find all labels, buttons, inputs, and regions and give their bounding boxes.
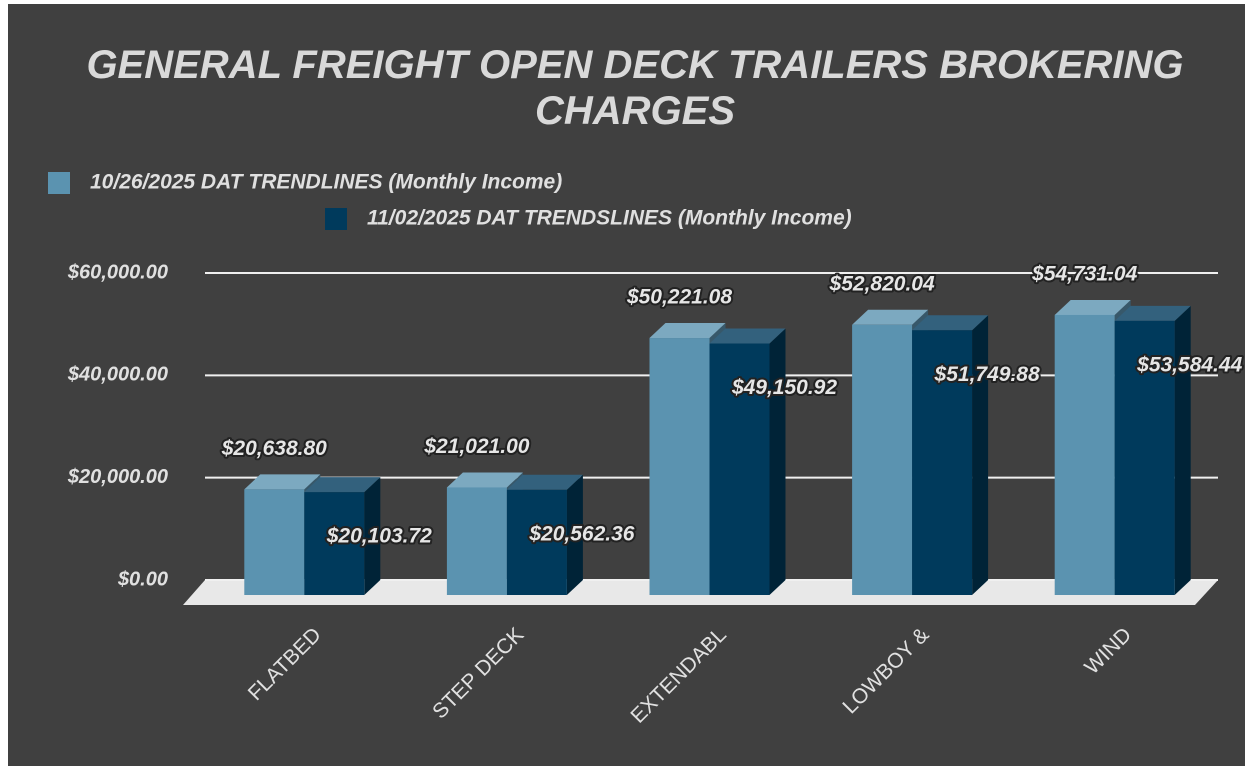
bar <box>649 338 710 595</box>
value-label: $20,103.72 <box>326 525 432 548</box>
x-tick-label: EXTENDABL <box>626 623 731 728</box>
bar <box>852 324 913 595</box>
bar-top <box>852 309 929 325</box>
value-label: $49,150.92 <box>731 376 837 399</box>
y-tick-label: $40,000.00 <box>67 364 168 386</box>
bar <box>244 489 305 595</box>
x-tick-label: FLATBED <box>244 623 326 705</box>
bar-top <box>506 474 583 490</box>
value-label: $50,221.08 <box>626 286 732 309</box>
legend-label: 10/26/2025 DAT TRENDLINES (Monthly Incom… <box>90 171 562 194</box>
bar-top <box>1054 299 1131 315</box>
value-label: $53,584.44 <box>1136 353 1242 376</box>
value-label: $51,749.88 <box>934 363 1040 386</box>
bar-top <box>1114 305 1191 321</box>
legend-label: 11/02/2025 DAT TRENDSLINES (Monthly Inco… <box>367 207 852 230</box>
y-tick-label: $60,000.00 <box>67 261 168 283</box>
y-tick-label: $0.00 <box>117 568 168 590</box>
bar-top <box>304 477 381 493</box>
bar <box>709 343 770 595</box>
bar <box>446 487 507 595</box>
bar-top <box>649 323 726 339</box>
bar-side <box>566 474 583 595</box>
bar <box>1054 314 1115 595</box>
x-tick-label: LOWBOY & <box>838 623 933 718</box>
bar-side <box>769 328 786 595</box>
value-label: $20,562.36 <box>528 522 634 545</box>
x-tick-label: WIND <box>1080 623 1136 679</box>
value-label: $21,021.00 <box>423 435 529 458</box>
chart-background <box>8 4 1245 766</box>
chart-title: GENERAL FREIGHT OPEN DECK TRAILERS BROKE… <box>86 43 1184 133</box>
y-tick-label: $20,000.00 <box>67 466 168 488</box>
bar <box>1114 320 1175 595</box>
bar <box>912 330 973 595</box>
bar <box>506 489 567 595</box>
x-tick-label: STEP DECK <box>428 623 528 723</box>
bar-top <box>446 472 523 488</box>
bar-side <box>364 477 381 595</box>
bar-top <box>244 474 321 490</box>
value-label: $54,731.04 <box>1031 263 1137 286</box>
bar-top <box>912 315 989 331</box>
bar-top <box>709 328 786 344</box>
bar <box>304 492 365 595</box>
legend-swatch <box>48 172 70 194</box>
bar-side <box>972 315 989 595</box>
bar-side <box>1174 305 1191 595</box>
value-label: $20,638.80 <box>221 437 327 460</box>
value-label: $52,820.04 <box>829 272 935 295</box>
legend-swatch <box>325 208 347 230</box>
